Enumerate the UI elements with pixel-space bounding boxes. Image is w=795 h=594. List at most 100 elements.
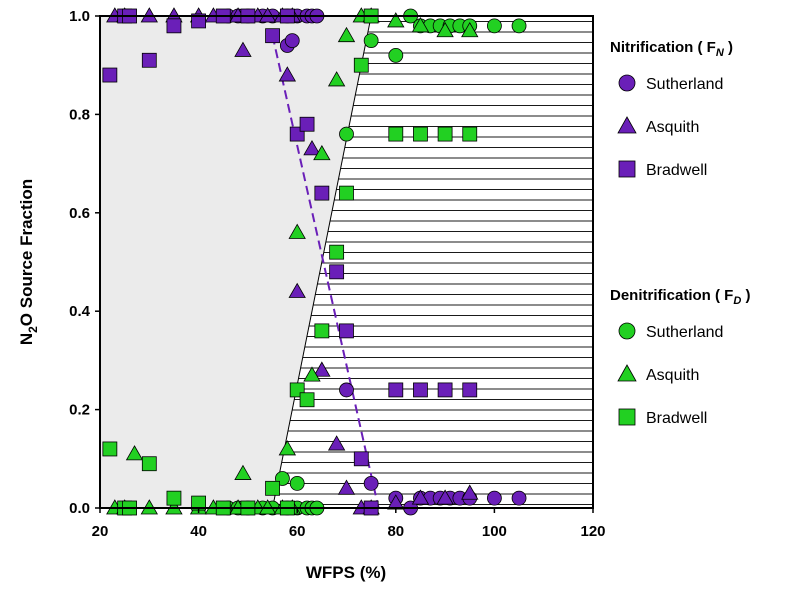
denitrification-sutherland-point bbox=[388, 47, 404, 63]
denitrification-bradwell-point bbox=[388, 126, 404, 142]
denitrification-bradwell-point bbox=[314, 323, 330, 339]
denitrification-asquith-point bbox=[436, 21, 454, 38]
denitrification-asquith-point bbox=[313, 144, 331, 161]
nitrification-asquith-point bbox=[411, 489, 430, 505]
denitrification-legend-bradwell-label: Bradwell bbox=[646, 410, 707, 427]
nitrification-legend-sutherland-marker bbox=[618, 74, 636, 92]
denitrification-legend-asquith-marker bbox=[617, 364, 637, 382]
denitrification-asquith-point bbox=[411, 17, 430, 33]
nitrification-legend-sutherland-label: Sutherland bbox=[646, 76, 723, 93]
denitrification-bradwell-point bbox=[299, 392, 315, 408]
nitrification-asquith-point bbox=[234, 41, 252, 57]
nitrification-asquith-point bbox=[303, 140, 321, 156]
x-axis-title: WFPS (%) bbox=[306, 563, 386, 582]
y-tick-label: 0.6 bbox=[69, 205, 90, 222]
nitrification-sutherland-point bbox=[284, 33, 300, 48]
y-axis-title-sub: 2 bbox=[26, 326, 40, 333]
nitrification-bradwell-point bbox=[265, 28, 280, 44]
denitrification-sutherland-point bbox=[289, 475, 305, 491]
denitrification-legend-sutherland-label: Sutherland bbox=[646, 324, 723, 341]
nitrification-bradwell-point bbox=[353, 451, 369, 467]
denitrification-sutherland-point bbox=[339, 126, 354, 142]
nitrification-bradwell-point bbox=[141, 52, 157, 68]
legend: Nitrification ( FN ) Sutherland Asquith Bra… bbox=[610, 39, 750, 427]
nitrification-legend-asquith-label: Asquith bbox=[646, 119, 699, 136]
denitrification-sutherland-point bbox=[363, 33, 379, 48]
denitrification-bradwell-point bbox=[141, 456, 157, 472]
nitrification-bradwell-point bbox=[437, 382, 453, 398]
nitrification-bradwell-point bbox=[314, 185, 330, 201]
nitrification-asquith-point bbox=[461, 484, 479, 500]
nitrification-asquith-point bbox=[327, 435, 346, 451]
nitrification-bradwell-point bbox=[462, 382, 478, 398]
denitrification-bradwell-point bbox=[166, 490, 182, 506]
denitrification-asquith-point bbox=[234, 464, 252, 480]
nitrification-sutherland-point bbox=[363, 475, 379, 491]
y-tick-label: 0.0 bbox=[69, 500, 90, 517]
denitrification-asquith-point bbox=[288, 223, 306, 239]
denitrification-legend-asquith-label: Asquith bbox=[646, 367, 699, 384]
nitrification-asquith-point bbox=[436, 489, 454, 505]
denitrification-asquith-point bbox=[461, 21, 479, 38]
x-tick-label: 60 bbox=[289, 523, 306, 540]
denitrification-asquith-point bbox=[387, 12, 405, 28]
region-boundary-line bbox=[272, 16, 372, 508]
nitrification-bradwell-point bbox=[329, 264, 345, 280]
legend-title-sub: N bbox=[716, 47, 725, 59]
denitrification-bradwell-point bbox=[265, 480, 280, 496]
nitrification-asquith-point bbox=[288, 282, 306, 298]
denitrification-bradwell-point bbox=[462, 126, 478, 142]
legend-title-post: ) bbox=[724, 39, 733, 56]
plot-frame bbox=[99, 15, 594, 509]
denitrification-legend-title: Denitrification ( FD ) bbox=[610, 287, 750, 307]
denitrification-sutherland-point bbox=[511, 18, 527, 34]
denitrification-bradwell-point bbox=[353, 57, 369, 73]
y-tick-label: 0.4 bbox=[69, 303, 91, 320]
legend-title-pre: Nitrification ( F bbox=[610, 39, 716, 56]
nitrification-legend-bradwell-marker bbox=[618, 160, 636, 178]
x-tick-label: 80 bbox=[387, 523, 404, 540]
nitrification-legend-title: Nitrification ( FN ) bbox=[610, 39, 733, 59]
nitrification-sutherland-point bbox=[486, 490, 502, 506]
nitrification-bradwell-point bbox=[413, 382, 428, 398]
nitrification-sutherland-point bbox=[511, 490, 527, 506]
nitrification-sutherland-point bbox=[339, 382, 354, 398]
y-axis-title-pre: N bbox=[17, 333, 36, 345]
denitrification-bradwell-point bbox=[413, 126, 428, 142]
x-tick-label: 20 bbox=[92, 523, 109, 540]
y-axis-title-post: O Source Fraction bbox=[17, 179, 36, 326]
legend-title-post: ) bbox=[741, 287, 750, 304]
legend-title-pre: Denitrification ( F bbox=[610, 287, 733, 304]
x-tick-label: 100 bbox=[482, 523, 507, 540]
denitrification-sutherland-point bbox=[486, 18, 502, 34]
y-tick-label: 0.8 bbox=[69, 106, 90, 123]
nitrification-bradwell-point bbox=[388, 382, 404, 398]
nitrification-legend-asquith-marker bbox=[617, 116, 637, 134]
y-tick-label: 0.2 bbox=[69, 402, 90, 419]
nitrification-asquith-point bbox=[313, 361, 331, 377]
denitrification-bradwell-point bbox=[329, 244, 345, 260]
y-axis-title: N2O Source Fraction bbox=[17, 179, 40, 345]
nitrification-bradwell-point bbox=[339, 323, 354, 339]
nitrification-bradwell-point bbox=[166, 18, 182, 34]
legend-title-sub: D bbox=[733, 295, 741, 307]
nitrification-bradwell-point bbox=[102, 67, 118, 83]
denitrification-legend-sutherland-marker bbox=[618, 322, 636, 340]
denitrification-bradwell-point bbox=[102, 441, 118, 457]
hatched-region bbox=[272, 16, 593, 508]
denitrification-legend-bradwell-marker bbox=[618, 408, 636, 426]
denitrification-asquith-point bbox=[125, 445, 144, 461]
nitrification-bradwell-point bbox=[191, 13, 207, 29]
denitrification-asquith-point bbox=[303, 366, 321, 382]
nitrification-asquith-point bbox=[337, 479, 356, 495]
x-tick-label: 120 bbox=[580, 523, 605, 540]
nitrification-bradwell-point bbox=[299, 116, 315, 132]
nitrification-legend-bradwell-label: Bradwell bbox=[646, 162, 707, 179]
denitrification-bradwell-point bbox=[437, 126, 453, 142]
y-tick-label: 1.0 bbox=[69, 8, 90, 25]
denitrification-asquith-point bbox=[278, 440, 297, 456]
denitrification-bradwell-point bbox=[339, 185, 354, 201]
nitrification-asquith-point bbox=[278, 66, 297, 82]
x-tick-label: 40 bbox=[190, 523, 207, 540]
